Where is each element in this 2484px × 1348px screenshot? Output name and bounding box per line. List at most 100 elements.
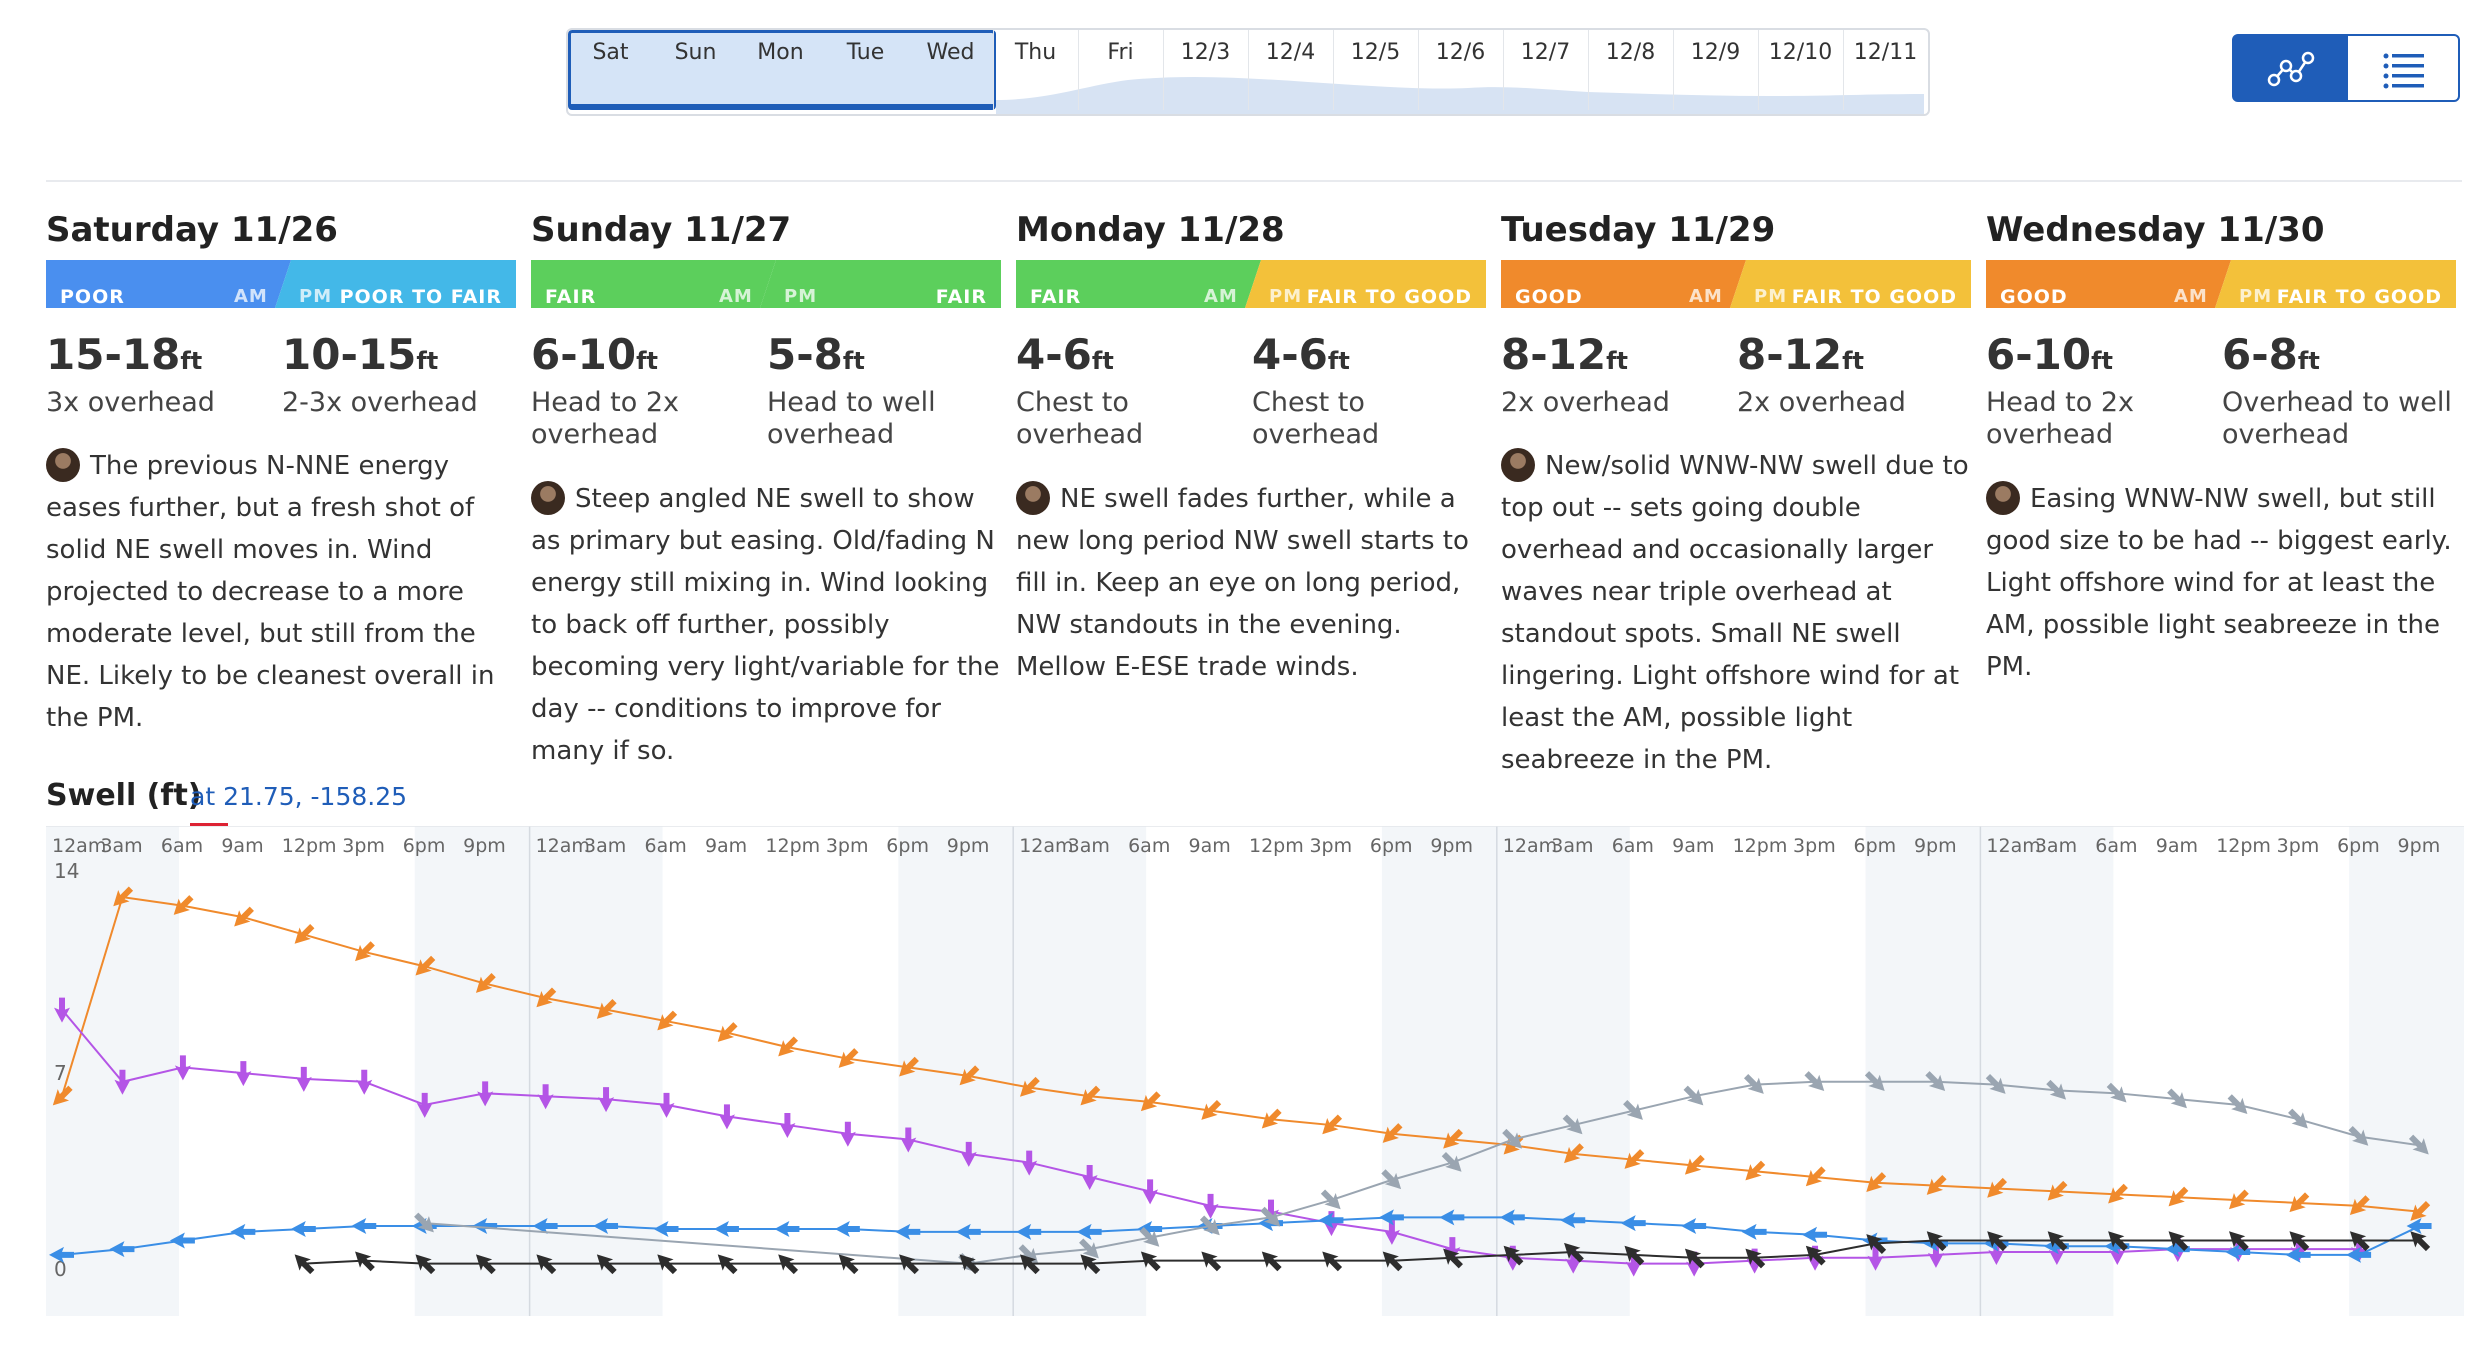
swell-direction-arrow [294,1254,315,1275]
arrow-shape [2104,1238,2130,1255]
arrow-shape [778,1036,799,1057]
time-tick-label: 12am [1986,835,2040,857]
arrow-shape [718,1104,735,1130]
time-tick-label: 6am [161,835,203,857]
arrow-shape [355,1251,375,1272]
swell-direction-arrow [839,1121,856,1147]
swell-direction-arrow [1684,1248,1705,1269]
arrow-shape [414,1212,434,1233]
day-divider [1078,30,1079,110]
pm-condition: PM FAIR TO GOOD [1730,260,1971,308]
arrow-shape [2047,1180,2068,1201]
list-view-button[interactable] [2346,34,2460,102]
day-tab-10[interactable]: 12/5 [1350,40,1401,65]
day-divider [1248,30,1249,110]
arrow-shape [1745,1248,1766,1269]
swell-direction-arrow [109,1241,135,1258]
swell-direction-arrow [1987,1177,2008,1198]
day-tab-16[interactable]: 12/11 [1853,40,1918,65]
swell-direction-arrow [1743,1074,1764,1094]
day-tab-8[interactable]: 12/3 [1180,40,1231,65]
arrow-shape [1805,1166,1826,1187]
arrow-shape [1443,1128,1463,1149]
swell-direction-arrow [2168,1186,2189,1207]
day-tab-5[interactable]: Wed [926,40,975,65]
selected-range[interactable] [568,30,996,110]
swell-direction-arrow [54,997,70,1023]
day-tab-15[interactable]: 12/10 [1768,40,1833,65]
swell-direction-arrow [1081,1165,1098,1190]
arrow-shape [959,1254,980,1275]
arrow-shape [174,1055,191,1081]
swell-direction-arrow [1988,1240,2005,1266]
swell-direction-arrow [2289,1231,2310,1252]
arrow-shape [1016,1223,1042,1240]
day-forecast: Sunday 11/27 FAIR AM PM FAIR 6-10ft 5-8ft Head … [531,210,1001,766]
arrow-shape [653,1220,679,1237]
swell-direction-arrow [174,1055,191,1081]
arrow-shape [1623,1100,1643,1120]
day-tab-4[interactable]: Tue [846,40,885,65]
swell-direction-arrow [2043,1238,2069,1255]
arrow-shape [2108,1231,2128,1252]
time-tick-label: 3pm [826,835,869,857]
pm-wave-size: 5-8ft [767,330,865,379]
day-divider [1418,30,1419,110]
time-tick-label: 3am [1551,835,1593,857]
am-height-desc: Head to 2x overhead [531,387,680,450]
arrow-shape [2047,1231,2068,1252]
swell-line [61,895,2420,1213]
day-tab-12[interactable]: 12/7 [1520,40,1571,65]
am-rating: FAIR [1030,286,1082,308]
arrow-shape [169,1232,195,1249]
swell-direction-arrow [596,999,617,1019]
day-tab-11[interactable]: 12/6 [1435,40,1486,65]
condition-bar: GOOD AM PM FAIR TO GOOD [1986,260,2456,308]
time-tick-label: 12am [1503,835,1557,857]
swell-direction-arrow [1866,1172,1887,1192]
arrow-shape [1499,1209,1525,1226]
day-tab-1[interactable]: Sat [592,40,629,65]
time-tick-label: 6pm [403,835,446,857]
day-tab-7[interactable]: Fri [1107,40,1134,65]
arrow-shape [1139,1226,1160,1247]
time-tick-label: 3pm [2277,835,2320,857]
swell-direction-arrow [113,886,134,907]
arrow-shape [1683,1085,1704,1106]
day-tab-13[interactable]: 12/8 [1605,40,1656,65]
chart-location[interactable]: at 21.75, -158.25 [190,782,408,811]
day-tab-9[interactable]: 12/4 [1265,40,1316,65]
day-title: Sunday 11/27 [531,210,792,250]
pm-tag: PM [1269,286,1303,307]
am-rating: FAIR [545,286,597,308]
swell-direction-arrow [1140,1091,1161,1112]
day-forecast: Saturday 11/26 POOR AM PM POOR TO FAIR 15-18f… [46,210,516,733]
pm-height-desc: 2x overhead [1737,387,1906,418]
swell-direction-arrow [2047,1180,2068,1201]
arrow-shape [475,973,496,993]
time-tick-label: 12am [52,835,106,857]
day-tab-2[interactable]: Sun [674,40,717,65]
swell-direction-arrow [2225,1244,2251,1261]
time-tick-label: 9pm [463,835,506,857]
day-tab-6[interactable]: Thu [1014,40,1057,65]
arrow-shape [1625,1251,1642,1277]
day-divider [1333,30,1334,110]
time-tick-label: 3am [2035,835,2077,857]
swell-direction-arrow [1443,1248,1463,1269]
day-tab-14[interactable]: 12/9 [1690,40,1741,65]
am-height-desc: 2x overhead [1501,387,1670,418]
arrow-shape [1081,1165,1098,1190]
swell-line [424,1080,2420,1265]
swell-direction-arrow [1624,1149,1645,1169]
arrow-shape [114,1069,131,1095]
arrow-shape [1320,1189,1341,1210]
swell-direction-arrow [1439,1209,1465,1226]
chart-view-button[interactable] [2232,34,2346,102]
swell-direction-arrow [1142,1179,1159,1205]
day-strip[interactable]: Sat Sun Mon Tue Wed Thu Fri 12/3 12/4 12/5 12/6 12/… [566,28,1930,116]
swell-direction-arrow [717,1022,738,1042]
am-condition: GOOD AM [1501,260,1746,308]
day-tab-3[interactable]: Mon [757,40,804,65]
